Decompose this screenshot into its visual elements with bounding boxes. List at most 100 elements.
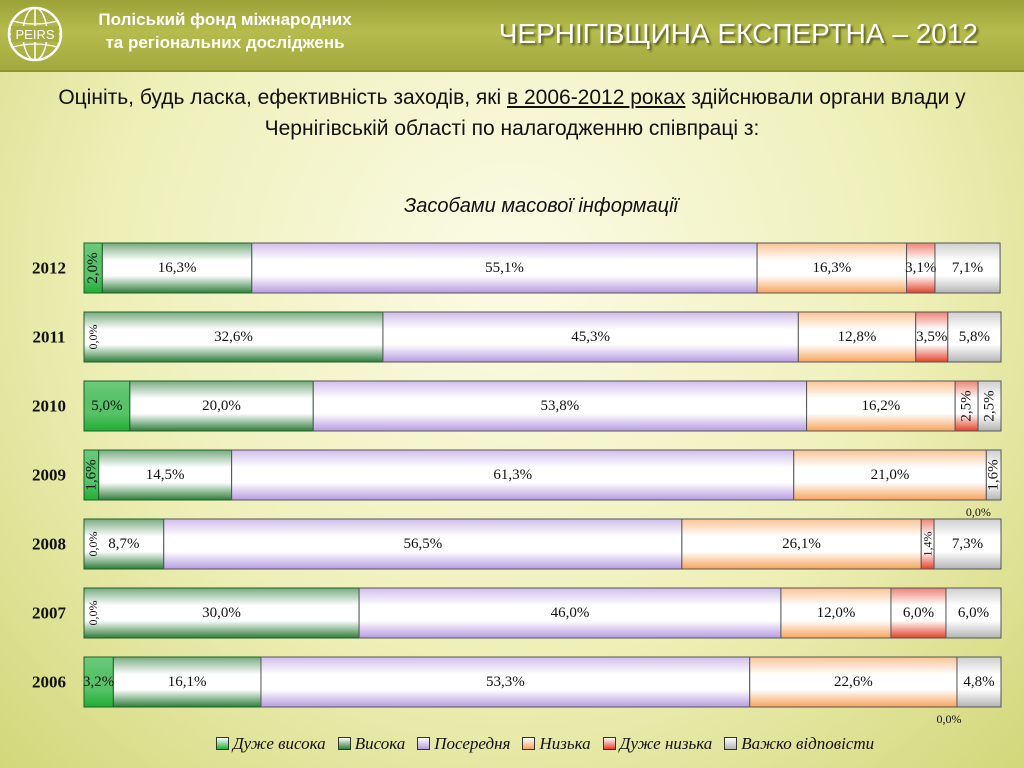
legend-label-дуже-висока: Дуже висока bbox=[232, 734, 326, 753]
bar-segment-2009-важко-відповісти bbox=[985, 449, 1002, 501]
legend-item-важко-відповісти: Важко відповісти bbox=[724, 734, 874, 754]
year-label-2010: 2010 bbox=[32, 397, 66, 416]
bar-row-2009 bbox=[83, 449, 1002, 501]
legend-label-важко-відповісти: Важко відповісти bbox=[741, 734, 875, 753]
legend-item-дуже-висока: Дуже висока bbox=[215, 734, 326, 754]
bar-segment-2012-важко-відповісти bbox=[934, 242, 1001, 294]
data-label-2007-посередня: 46,0% bbox=[551, 605, 590, 621]
bar-segment-2010-висока bbox=[129, 380, 314, 432]
bar-segment-2006-дуже-висока bbox=[83, 656, 114, 708]
data-label-2007-висока: 30,0% bbox=[202, 605, 241, 621]
question-part-1: Оцініть, будь ласка, ефективність заході… bbox=[58, 86, 507, 109]
legend-item-дуже-низька: Дуже низька bbox=[602, 734, 713, 754]
bar-row-2011 bbox=[83, 311, 1002, 363]
chart-legend: Дуже висока Висока Посередня Низька Дуже низ… bbox=[0, 734, 1024, 754]
year-label-2009: 2009 bbox=[32, 466, 66, 485]
bar-segment-2010-дуже-висока bbox=[83, 380, 131, 432]
data-label-2011-низька: 12,8% bbox=[838, 329, 877, 345]
bar-segment-2007-висока bbox=[83, 587, 360, 639]
data-label-2011-дуже-низька: 3,5% bbox=[916, 329, 947, 345]
logo-text: PEIRS bbox=[15, 27, 54, 42]
bar-segment-2010-низька bbox=[806, 380, 956, 432]
data-label-2008-дуже-висока: 0,0% bbox=[86, 532, 100, 557]
bar-row-2006 bbox=[83, 656, 1002, 708]
data-label-2007-важко-відповісти: 6,0% bbox=[958, 605, 989, 621]
legend-swatch-важко-відповісти bbox=[724, 737, 738, 750]
data-label-2006-низька: 22,6% bbox=[834, 674, 873, 690]
bar-segment-2010-важко-відповісти bbox=[977, 380, 1002, 432]
legend-swatch-висока bbox=[337, 737, 351, 750]
legend-item-низька: Низька bbox=[522, 734, 591, 754]
bar-segment-2007-низька bbox=[780, 587, 892, 639]
data-label-2012-дуже-низька: 3,1% bbox=[905, 260, 936, 276]
bar-row-2010 bbox=[83, 380, 1002, 432]
question-text: Оцініть, будь ласка, ефективність заході… bbox=[0, 82, 1024, 144]
bar-segment-2012-низька bbox=[756, 242, 908, 294]
data-label-2011-посередня: 45,3% bbox=[571, 329, 610, 345]
data-label-2012-висока: 16,3% bbox=[158, 260, 197, 276]
data-label-2006-дуже-низька: 0,0% bbox=[936, 712, 961, 726]
legend-swatch-посередня bbox=[417, 737, 431, 750]
data-label-2007-дуже-низька: 6,0% bbox=[903, 605, 934, 621]
data-label-2009-дуже-низька: 0,0% bbox=[966, 505, 991, 519]
data-label-2009-висока: 14,5% bbox=[146, 467, 185, 483]
data-label-2012-посередня: 55,1% bbox=[485, 260, 524, 276]
bar-row-2008 bbox=[83, 518, 1002, 570]
legend-label-висока: Висока bbox=[354, 734, 406, 753]
legend-label-дуже-низька: Дуже низька bbox=[619, 734, 713, 753]
data-label-2008-низька: 26,1% bbox=[782, 536, 821, 552]
data-label-2007-низька: 12,0% bbox=[817, 605, 856, 621]
bar-row-2007 bbox=[83, 587, 1002, 639]
data-label-2010-низька: 16,2% bbox=[861, 398, 900, 414]
data-label-2009-посередня: 61,3% bbox=[493, 467, 532, 483]
legend-swatch-дуже-висока bbox=[215, 737, 229, 750]
bar-segment-2011-важко-відповісти bbox=[947, 311, 1002, 363]
data-label-2009-важко-відповісти: 1,6% bbox=[986, 459, 1002, 490]
bar-segment-2009-висока bbox=[98, 449, 233, 501]
legend-item-посередня: Посередня bbox=[417, 734, 510, 754]
bar-segment-2006-важко-відповісти bbox=[956, 656, 1002, 708]
bar-segment-2006-низька bbox=[749, 656, 958, 708]
year-label-2011: 2011 bbox=[32, 328, 65, 347]
legend-swatch-низька bbox=[522, 737, 536, 750]
chart-subtitle: Засобами масової інформації bbox=[404, 195, 678, 217]
bar-segment-2010-посередня bbox=[312, 380, 808, 432]
data-label-2012-низька: 16,3% bbox=[812, 260, 851, 276]
question-part-2: здійснювали органи влади у Чернігівській… bbox=[264, 86, 966, 140]
bar-segment-2011-дуже-низька bbox=[915, 311, 949, 363]
data-label-2009-низька: 21,0% bbox=[871, 467, 910, 483]
data-label-2012-дуже-висока: 2,0% bbox=[85, 252, 101, 283]
bar-segment-2008-посередня bbox=[163, 518, 683, 570]
year-label-2008: 2008 bbox=[32, 535, 66, 554]
legend-label-посередня: Посередня bbox=[434, 734, 511, 753]
data-label-2006-висока: 16,1% bbox=[168, 674, 207, 690]
data-label-2011-висока: 32,6% bbox=[214, 329, 253, 345]
org-name-line-1: Поліський фонд міжнародних bbox=[98, 10, 352, 29]
legend-item-висока: Висока bbox=[337, 734, 406, 754]
year-label-2007: 2007 bbox=[32, 604, 67, 623]
header-bar: PEIRS Поліський фонд міжнародних та регі… bbox=[0, 0, 1024, 72]
question-period: в 2006-2012 роках bbox=[506, 86, 686, 109]
data-label-2010-дуже-низька: 2,5% bbox=[959, 390, 975, 421]
bar-segment-2008-низька bbox=[681, 518, 922, 570]
data-label-2008-важко-відповісти: 7,3% bbox=[952, 536, 983, 552]
data-label-2006-дуже-висока: 3,2% bbox=[83, 674, 114, 690]
bar-segment-2009-низька bbox=[793, 449, 987, 501]
org-name-line-2: та регіональних досліджень bbox=[105, 33, 345, 52]
data-label-2008-висока: 8,7% bbox=[108, 536, 139, 552]
year-label-2006: 2006 bbox=[32, 673, 66, 692]
bar-segment-2008-висока bbox=[83, 518, 165, 570]
bar-segment-2011-посередня bbox=[382, 311, 799, 363]
data-label-2009-дуже-висока: 1,6% bbox=[83, 459, 99, 490]
legend-label-низька: Низька bbox=[539, 734, 591, 753]
data-label-2011-дуже-висока: 0,0% bbox=[86, 325, 100, 350]
data-label-2011-важко-відповісти: 5,8% bbox=[959, 329, 990, 345]
bar-segment-2006-висока bbox=[112, 656, 262, 708]
bar-row-2012 bbox=[83, 242, 1001, 294]
data-label-2006-важко-відповісти: 4,8% bbox=[963, 674, 994, 690]
organization-name: Поліський фонд міжнародних та регіональн… bbox=[70, 8, 380, 54]
data-label-2008-посередня: 56,5% bbox=[403, 536, 442, 552]
legend-swatch-дуже-низька bbox=[602, 737, 616, 750]
data-label-2007-дуже-висока: 0,0% bbox=[86, 601, 100, 626]
